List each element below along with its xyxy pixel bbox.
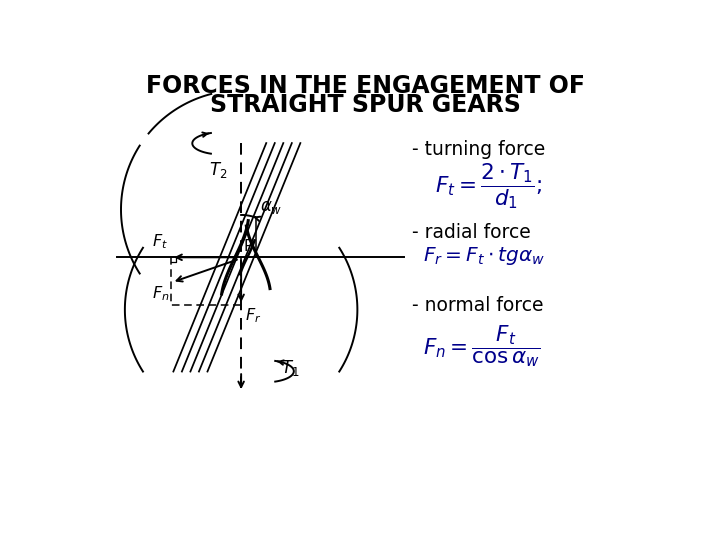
Text: $F_n$: $F_n$ — [152, 285, 170, 303]
Text: $F_n = \dfrac{F_t}{\cos \alpha_w}$: $F_n = \dfrac{F_t}{\cos \alpha_w}$ — [423, 323, 541, 369]
Text: - radial force: - radial force — [412, 222, 531, 242]
Text: - turning force: - turning force — [412, 140, 545, 159]
Text: P: P — [243, 239, 253, 254]
Text: $T_2$: $T_2$ — [209, 160, 227, 180]
Text: $F_t$: $F_t$ — [152, 232, 168, 251]
Text: $T_1$: $T_1$ — [282, 358, 300, 378]
Text: $F_t = \dfrac{2 \cdot T_1}{d_1};$: $F_t = \dfrac{2 \cdot T_1}{d_1};$ — [435, 161, 541, 211]
Text: FORCES IN THE ENGAGEMENT OF: FORCES IN THE ENGAGEMENT OF — [145, 74, 585, 98]
Text: $\alpha_w$: $\alpha_w$ — [260, 198, 282, 216]
Text: - normal force: - normal force — [412, 296, 543, 315]
Text: $F_r = F_t \cdot tg\alpha_w$: $F_r = F_t \cdot tg\alpha_w$ — [423, 245, 545, 267]
Text: $F_r$: $F_r$ — [245, 307, 261, 325]
Text: STRAIGHT SPUR GEARS: STRAIGHT SPUR GEARS — [210, 93, 521, 117]
